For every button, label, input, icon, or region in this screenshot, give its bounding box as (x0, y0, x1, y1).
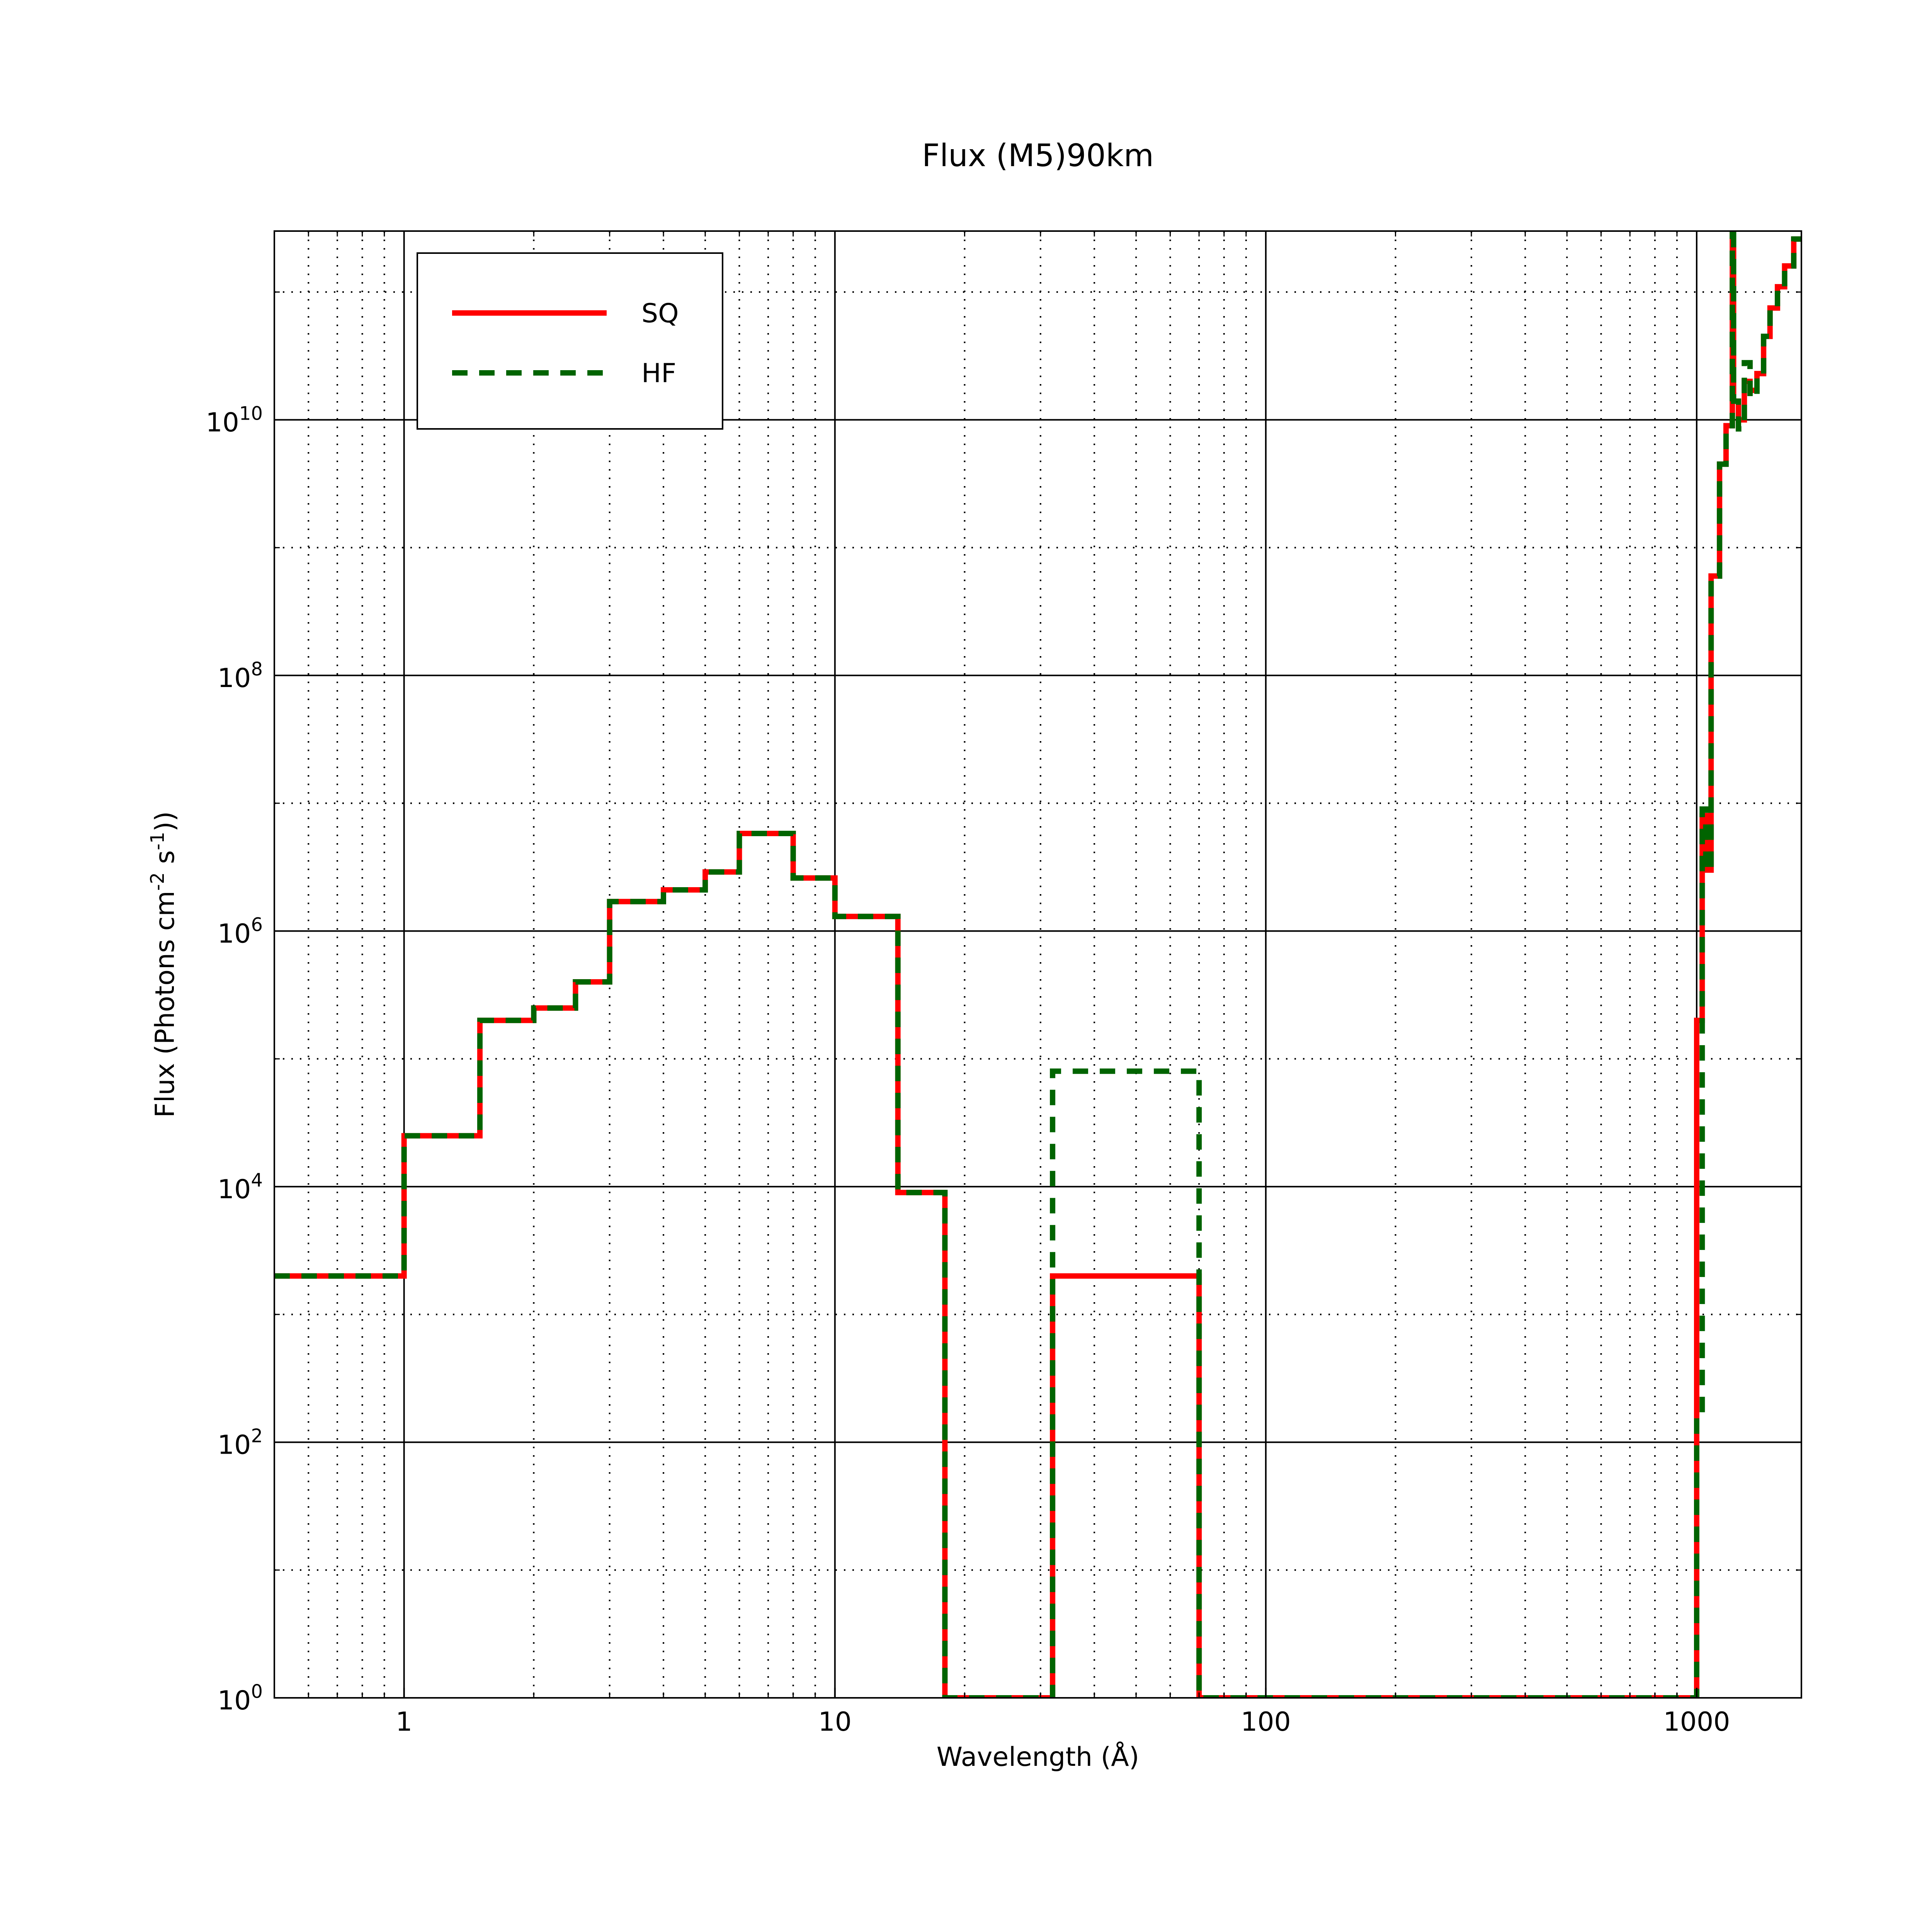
y-axis-label-end: )) (150, 811, 180, 832)
y-tick-label-exponent: 10 (239, 403, 263, 425)
legend: SQ HF (417, 252, 723, 430)
y-axis-label: Flux (Photons cm-2 s-1)) (147, 811, 180, 1117)
legend-label-sq: SQ (641, 298, 679, 329)
x-tick-label: 10 (818, 1707, 852, 1737)
x-axis-label: Wavelength (Å) (937, 1741, 1139, 1772)
y-tick-label: 106 (218, 914, 263, 949)
legend-box (417, 252, 723, 430)
grid-layer (274, 231, 1801, 1698)
y-tick-label-exponent: 0 (251, 1681, 263, 1702)
y-axis-label-exp1: -2 (147, 872, 168, 891)
y-tick-label-exponent: 2 (251, 1425, 263, 1447)
y-axis-label-exp2: -1 (147, 832, 168, 850)
y-tick-label-exponent: 8 (251, 658, 263, 680)
x-tick-label: 100 (1241, 1707, 1291, 1737)
y-tick-label-base: 10 (218, 919, 251, 949)
y-tick-label-exponent: 4 (251, 1170, 263, 1191)
y-axis-label-mid: s (150, 850, 180, 872)
plot-frame (274, 230, 1802, 1699)
y-tick-label-base: 10 (218, 1174, 251, 1205)
x-tick-label: 1000 (1663, 1707, 1730, 1737)
legend-label-hf: HF (641, 358, 676, 389)
y-tick-label: 102 (218, 1425, 263, 1461)
y-axis-label-main: Flux (Photons cm (150, 891, 180, 1117)
y-tick-label: 104 (218, 1170, 263, 1205)
y-tick-label: 108 (218, 658, 263, 694)
y-tick-label: 1010 (206, 403, 263, 438)
y-tick-label-base: 10 (218, 663, 251, 694)
y-tick-label-base: 10 (218, 1430, 251, 1461)
y-tick-label-base: 10 (218, 1685, 251, 1716)
y-tick-label: 100 (218, 1681, 263, 1716)
series-line-hf (274, 231, 1801, 1698)
y-tick-label-exponent: 6 (251, 914, 263, 936)
chart-title: Flux (M5)90km (922, 138, 1154, 173)
x-tick-label: 1 (396, 1707, 412, 1737)
series-layer (274, 231, 1801, 1698)
y-tick-label-base: 10 (206, 408, 239, 438)
